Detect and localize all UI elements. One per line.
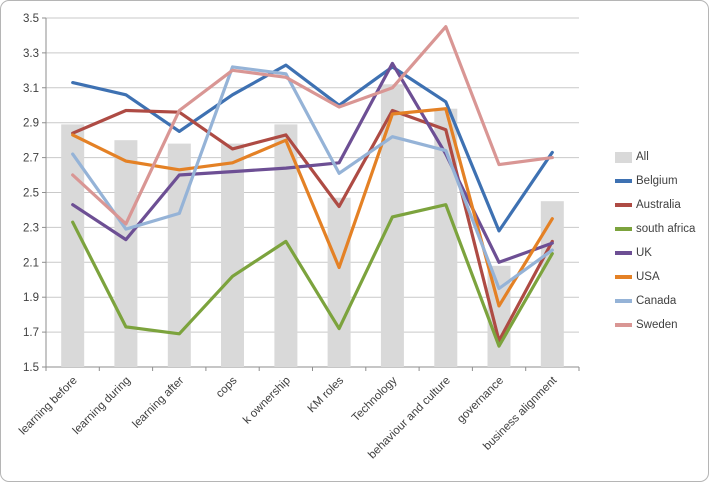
y-tick-label: 1.7 [23,327,39,339]
x-tick-label: learning during [71,375,133,437]
x-tick-label: k ownership [241,375,293,427]
legend-line-swatch [615,203,632,207]
y-tick-label: 2.9 [23,118,39,130]
series-line-Canada [71,65,554,291]
legend-label: Australia [636,199,681,211]
legend-item-Sweden: Sweden [615,313,695,337]
y-tick-label: 2.3 [23,222,39,234]
bar [434,108,458,367]
legend-line-swatch [615,227,632,231]
series-line-USA [71,107,554,308]
legend-label: south africa [636,223,696,235]
y-tick-label: 2.7 [23,153,39,165]
legend-line-swatch [615,275,632,279]
y-tick-label: 1.9 [23,292,39,304]
legend-item-Belgium: Belgium [615,169,695,193]
series-line-Belgium [71,63,554,233]
x-tick-label: KM roles [306,374,347,415]
legend-label: Sweden [636,319,678,331]
legend-line-swatch [615,179,632,183]
legend-item-south-africa: south africa [615,217,695,241]
legend-label: USA [636,271,660,283]
bar [61,124,85,368]
bar [274,124,298,368]
legend-label: All [636,151,649,163]
bar [327,197,351,367]
legend-label: Canada [636,295,677,307]
legend-line-swatch [615,251,632,255]
y-tick-label: 3.5 [23,13,39,25]
legend-item-Canada: Canada [615,289,695,313]
legend-item-All: All [615,145,695,169]
x-tick-label: governance [455,375,506,426]
y-tick-label: 2.1 [23,257,39,269]
y-tick-label: 3.3 [23,48,39,60]
bar [221,143,244,367]
series-line-Sweden [71,25,554,226]
x-tick-label: cops [214,374,240,400]
legend-item-USA: USA [615,265,695,289]
legend-item-UK: UK [615,241,695,265]
series-line-Australia [71,108,554,343]
chart-legend: All Belgium Australia south africa UK USA Cana… [615,145,695,337]
bar [114,140,138,367]
bar [380,84,404,368]
y-tick-label: 3.1 [23,83,39,95]
legend-label: UK [636,247,652,259]
bar [540,201,564,367]
legend-line-swatch [615,323,632,327]
legend-label: Belgium [636,175,678,187]
x-tick-label: Technology [350,374,400,424]
legend-bar-swatch [615,151,632,163]
bar [487,265,511,367]
series-line-south-africa [71,203,554,348]
legend-line-swatch [615,299,632,303]
legend-item-Australia: Australia [615,193,695,217]
y-tick-label: 1.5 [23,362,39,374]
x-tick-label: learning after [130,375,186,431]
y-tick-label: 2.5 [23,188,39,200]
